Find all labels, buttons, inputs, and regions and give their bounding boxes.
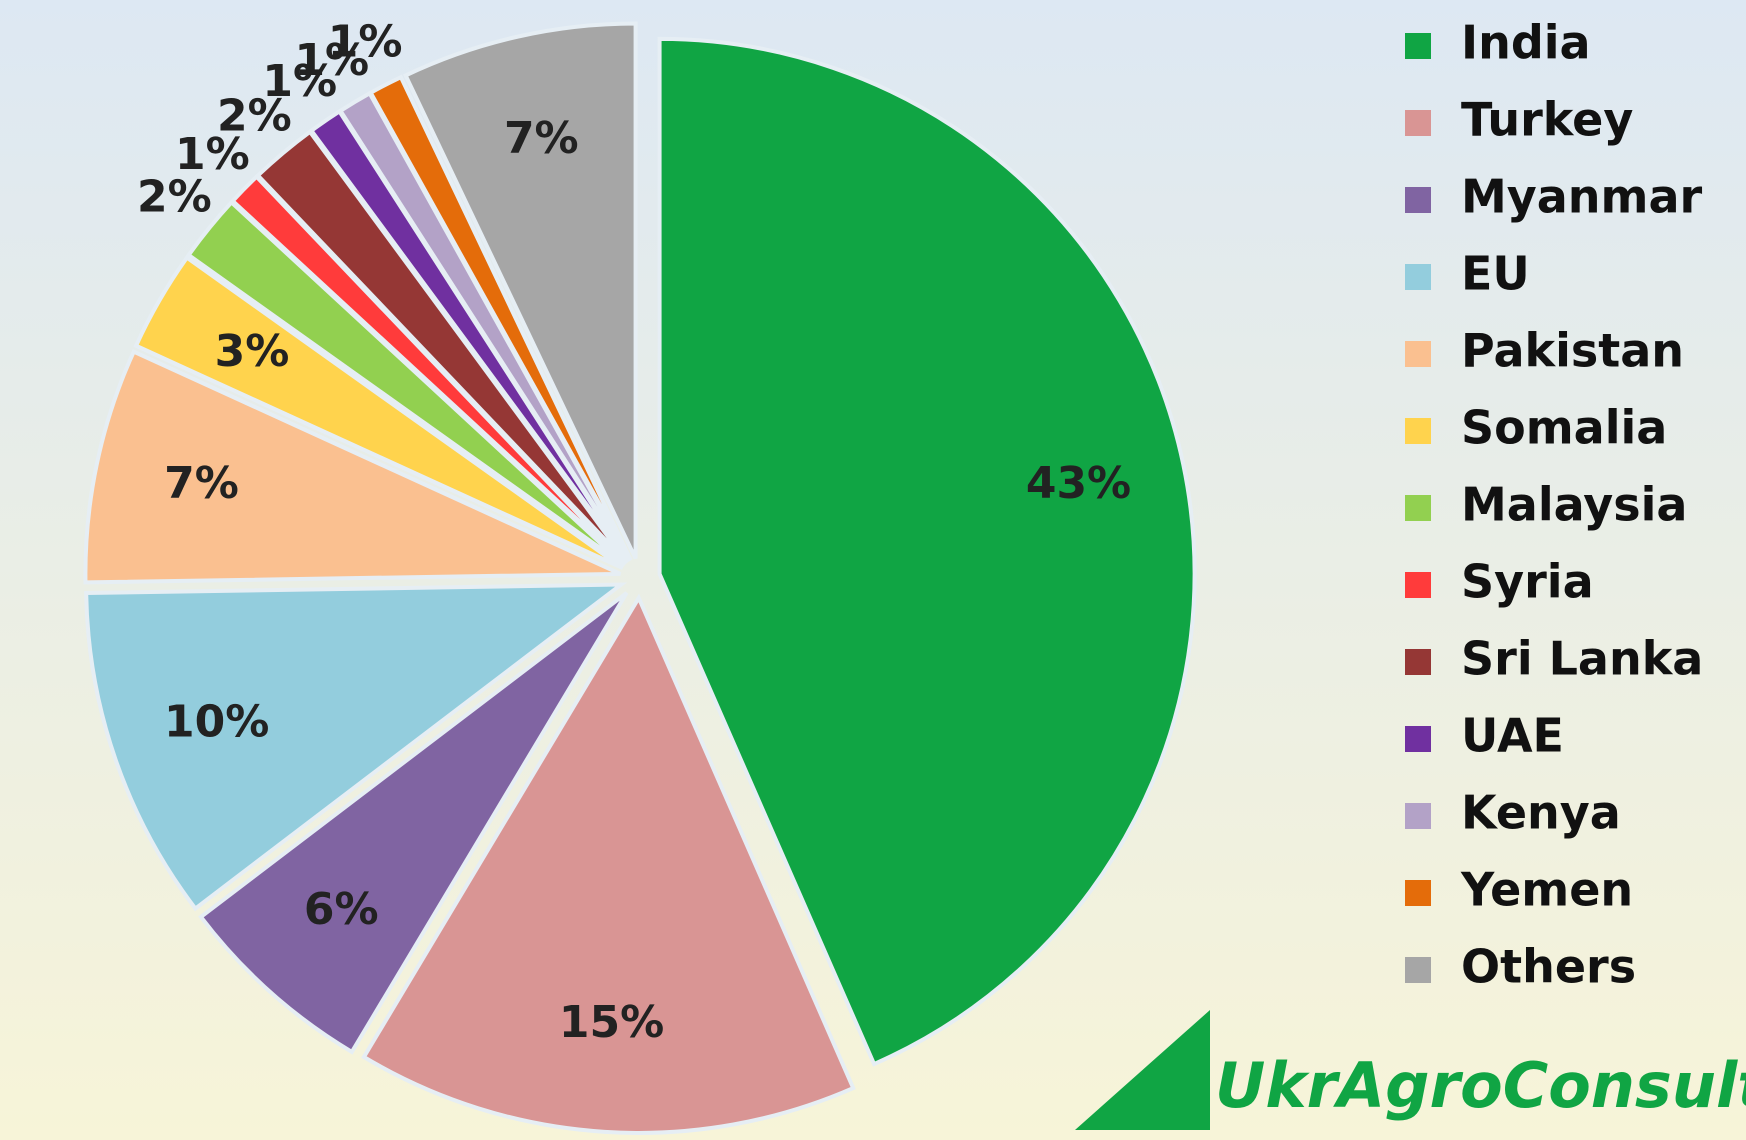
- legend-label: Somalia: [1461, 401, 1667, 455]
- pie-slice: [84, 582, 628, 912]
- legend-label: Others: [1461, 940, 1636, 994]
- legend-swatch: [1405, 803, 1431, 829]
- logo-text: UkrAgroConsult: [1215, 1049, 1746, 1122]
- data-label: 1%: [175, 129, 250, 180]
- data-label: 10%: [164, 697, 269, 748]
- legend-label: Yemen: [1460, 863, 1633, 917]
- legend-swatch: [1405, 572, 1431, 598]
- legend-swatch: [1405, 418, 1431, 444]
- legend-swatch: [1405, 187, 1431, 213]
- legend-label: Pakistan: [1461, 324, 1684, 378]
- data-label: 2%: [217, 90, 292, 141]
- data-label: 7%: [504, 113, 579, 164]
- pie-slice: [83, 349, 622, 585]
- legend-swatch: [1405, 495, 1431, 521]
- pie-slice: [657, 36, 1197, 1067]
- legend-swatch: [1405, 880, 1431, 906]
- legend-label: UAE: [1461, 709, 1564, 763]
- legend-swatch: [1405, 341, 1431, 367]
- legend-swatch: [1405, 264, 1431, 290]
- legend-label: Kenya: [1461, 786, 1621, 840]
- legend-label: Malaysia: [1461, 478, 1687, 532]
- data-label: 7%: [164, 458, 239, 509]
- data-label: 1%: [328, 17, 403, 68]
- logo: UkrAgroConsult: [1075, 1010, 1746, 1130]
- legend-swatch: [1405, 957, 1431, 983]
- pie-slice: [367, 74, 633, 562]
- legend-label: Turkey: [1461, 93, 1633, 147]
- legend-swatch: [1405, 110, 1431, 136]
- data-label: 6%: [304, 884, 379, 935]
- legend-label: Syria: [1461, 555, 1594, 609]
- legend-label: EU: [1461, 247, 1530, 301]
- data-label: 1%: [294, 35, 369, 86]
- pie-slice: [361, 593, 856, 1135]
- data-label: 2%: [137, 172, 212, 223]
- legend-swatch: [1405, 726, 1431, 752]
- pie-slice: [133, 254, 624, 570]
- legend-swatch: [1405, 649, 1431, 675]
- legend-swatch: [1405, 33, 1431, 59]
- pie-slice: [402, 21, 638, 560]
- legend-label: Sri Lanka: [1461, 632, 1703, 686]
- logo-icon: [1075, 1010, 1210, 1130]
- data-label: 15%: [559, 997, 664, 1048]
- data-label: 43%: [1026, 458, 1131, 509]
- data-label: 3%: [215, 326, 290, 377]
- data-label: 1%: [262, 56, 337, 107]
- pie-slice: [198, 591, 629, 1055]
- legend-label: Myanmar: [1461, 170, 1703, 224]
- legend-label: India: [1461, 16, 1591, 70]
